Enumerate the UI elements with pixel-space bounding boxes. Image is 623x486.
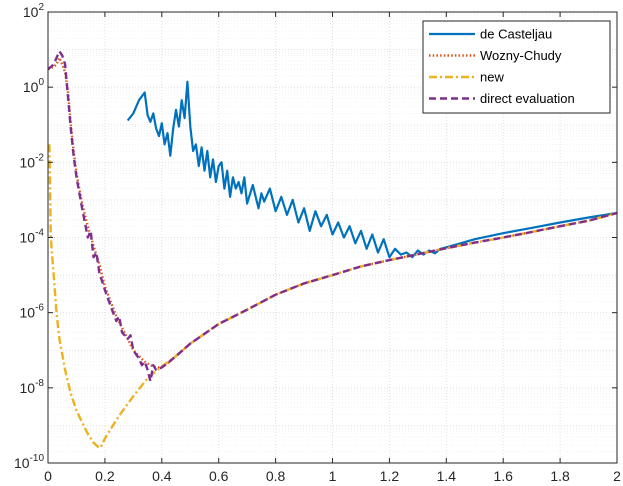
y-tick-exponent: 2 bbox=[38, 2, 44, 13]
y-tick-exponent: -4 bbox=[35, 228, 44, 239]
legend-label: de Casteljau bbox=[480, 27, 552, 42]
series-line-de-casteljau bbox=[126, 80, 618, 259]
series-layer bbox=[47, 50, 618, 450]
legend-label: direct evaluation bbox=[480, 91, 575, 106]
x-tick-label: 1.2 bbox=[380, 468, 400, 484]
y-tick-exponent: -2 bbox=[35, 152, 44, 163]
y-tick-label: 10-10 bbox=[14, 453, 44, 471]
legend-box bbox=[422, 20, 611, 114]
ticks: 0 0.2 0.4 0.6 0.8 1 1.2 1.4 1.6 1.8 210210010-210-… bbox=[14, 2, 621, 484]
legend: de Casteljau Wozny-Chudy new direct evaluat… bbox=[422, 20, 611, 114]
legend-label: new bbox=[480, 70, 504, 85]
y-tick-base: 10 bbox=[23, 79, 39, 95]
y-tick-exponent: -6 bbox=[35, 303, 44, 314]
y-tick-base: 10 bbox=[20, 154, 36, 170]
y-tick-exponent: 0 bbox=[38, 77, 44, 88]
x-tick-label: 0.4 bbox=[152, 468, 172, 484]
x-tick-label: 2 bbox=[613, 468, 621, 484]
y-tick-label: 10-2 bbox=[20, 152, 45, 170]
y-tick-label: 10-8 bbox=[20, 378, 45, 396]
y-tick-label: 10-6 bbox=[20, 303, 45, 321]
y-tick-exponent: -10 bbox=[30, 453, 45, 464]
y-tick-exponent: -8 bbox=[35, 378, 44, 389]
y-tick-base: 10 bbox=[20, 380, 36, 396]
series-line-new bbox=[48, 144, 618, 450]
x-tick-label: 0 bbox=[44, 468, 52, 484]
x-tick-label: 0.8 bbox=[266, 468, 286, 484]
y-tick-base: 10 bbox=[23, 4, 39, 20]
x-tick-label: 0.6 bbox=[209, 468, 229, 484]
y-tick-label: 100 bbox=[23, 77, 45, 95]
y-tick-label: 10-4 bbox=[20, 228, 45, 246]
y-tick-base: 10 bbox=[20, 230, 36, 246]
x-tick-label: 1.4 bbox=[437, 468, 457, 484]
series-line-direct-evaluation bbox=[47, 50, 618, 383]
y-tick-label: 102 bbox=[23, 2, 45, 20]
series-line-wozny-chudy bbox=[47, 56, 618, 369]
x-tick-label: 1 bbox=[329, 468, 337, 484]
x-tick-label: 1.8 bbox=[550, 468, 570, 484]
legend-label: Wozny-Chudy bbox=[480, 48, 562, 63]
y-tick-base: 10 bbox=[20, 305, 36, 321]
y-tick-base: 10 bbox=[14, 455, 30, 471]
x-tick-label: 1.6 bbox=[493, 468, 513, 484]
x-tick-label: 0.2 bbox=[95, 468, 115, 484]
